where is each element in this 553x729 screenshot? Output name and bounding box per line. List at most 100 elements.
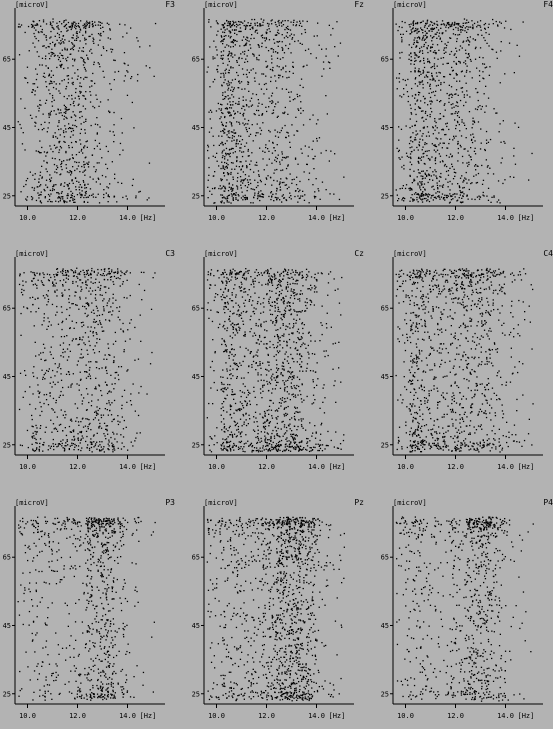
data-point <box>418 68 420 70</box>
data-point <box>108 391 110 393</box>
data-point <box>67 82 69 84</box>
data-point <box>95 412 98 414</box>
data-point <box>50 376 52 379</box>
data-point <box>235 294 237 296</box>
data-point <box>250 188 252 190</box>
data-point <box>91 20 93 23</box>
data-point <box>481 105 483 108</box>
data-point <box>427 61 429 63</box>
data-point <box>45 47 47 49</box>
data-point <box>72 46 74 48</box>
data-point <box>281 49 284 51</box>
data-point <box>206 279 209 281</box>
data-point <box>71 340 73 342</box>
data-point <box>91 270 93 272</box>
data-point <box>417 41 419 44</box>
data-point <box>214 352 216 354</box>
data-point <box>300 78 303 80</box>
data-point <box>45 399 48 401</box>
data-point <box>401 166 403 168</box>
data-point <box>91 451 93 453</box>
data-point <box>271 19 273 21</box>
data-point <box>117 277 119 279</box>
data-point <box>227 64 229 66</box>
data-point <box>278 19 280 22</box>
data-point <box>72 81 74 84</box>
data-point <box>29 171 31 173</box>
data-point <box>87 393 89 395</box>
data-point <box>433 196 435 199</box>
data-point <box>487 141 490 143</box>
data-point <box>437 188 439 190</box>
data-point <box>84 312 86 315</box>
data-point <box>228 280 230 283</box>
data-point <box>110 51 113 53</box>
data-point <box>285 295 287 297</box>
data-point <box>522 21 524 23</box>
data-point <box>284 353 286 355</box>
data-point <box>105 274 108 276</box>
data-point <box>423 183 426 185</box>
data-point <box>221 280 223 282</box>
data-point <box>35 355 37 357</box>
data-point <box>83 324 85 326</box>
data-point <box>413 52 416 54</box>
data-point <box>266 348 268 350</box>
data-point <box>73 327 75 329</box>
data-point <box>447 23 449 25</box>
data-point <box>107 150 109 153</box>
data-point <box>105 370 108 372</box>
data-point <box>309 440 311 442</box>
data-point <box>449 189 451 191</box>
data-point <box>231 79 234 81</box>
data-point <box>488 23 490 25</box>
data-point <box>455 63 458 65</box>
data-point <box>260 181 262 183</box>
data-point <box>93 61 95 63</box>
data-point <box>422 198 424 200</box>
data-point <box>412 21 414 23</box>
data-point <box>68 40 70 42</box>
data-point <box>73 45 76 47</box>
data-point <box>108 270 110 273</box>
data-point <box>34 90 36 92</box>
data-point <box>419 130 421 132</box>
data-point <box>94 444 96 447</box>
data-point <box>89 50 91 52</box>
data-point <box>119 319 121 321</box>
data-point <box>66 171 69 173</box>
data-point <box>54 291 56 293</box>
data-point <box>48 445 50 447</box>
data-point <box>94 139 96 142</box>
data-point <box>440 172 442 175</box>
data-point <box>402 33 404 35</box>
data-point <box>425 34 427 36</box>
data-point <box>78 161 80 164</box>
data-point <box>227 436 229 438</box>
data-point <box>287 165 289 167</box>
data-point <box>84 184 86 187</box>
data-point <box>99 294 101 296</box>
data-point <box>238 271 241 273</box>
data-point <box>254 271 256 273</box>
data-point <box>261 193 263 195</box>
data-point <box>72 429 74 432</box>
data-point <box>32 448 34 450</box>
data-point <box>422 193 425 196</box>
data-point <box>229 155 231 158</box>
data-point <box>440 83 442 86</box>
data-point <box>64 351 66 353</box>
data-point <box>115 299 117 301</box>
data-point <box>467 198 469 200</box>
x-axis-label: [Hz] <box>140 463 157 471</box>
data-point <box>255 322 257 325</box>
data-point <box>65 23 68 26</box>
data-point <box>299 197 301 199</box>
data-point <box>468 111 471 113</box>
data-point <box>116 201 118 203</box>
data-point <box>224 320 226 323</box>
data-point <box>434 118 436 120</box>
data-point <box>247 440 249 442</box>
data-point <box>451 70 454 72</box>
data-point <box>39 272 41 275</box>
